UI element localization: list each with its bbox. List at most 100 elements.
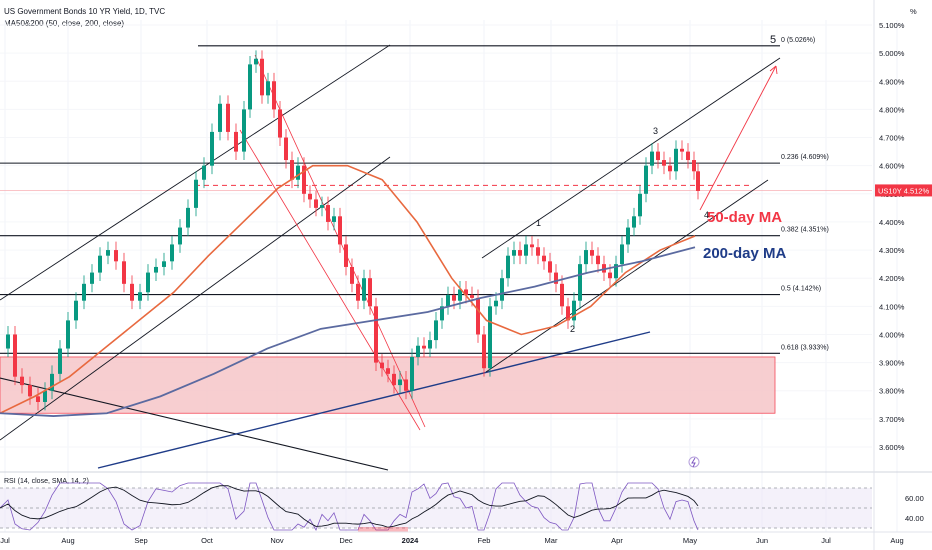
candle-body (272, 81, 276, 110)
candle-body (314, 199, 318, 208)
candle-body (674, 148, 678, 172)
ma200-label: 200-day MA (703, 245, 787, 262)
fib-label: 0.382 (4.351%) (781, 227, 829, 234)
candle-body (338, 216, 342, 245)
trend-lines (0, 44, 872, 471)
rsi-tick: 60.00 (905, 494, 924, 503)
candle-body (278, 109, 282, 138)
y-tick: 4.600% (879, 162, 905, 171)
candle-body (554, 272, 558, 284)
y-tick: 3.700% (879, 415, 905, 424)
y-tick: 4.400% (879, 218, 905, 227)
candle-body (512, 250, 516, 256)
chart-title: US Government Bonds 10 YR Yield, 1D, TVC (4, 7, 166, 16)
candle-body (440, 306, 444, 321)
up-channel-lower (485, 179, 769, 373)
candle-body (326, 205, 330, 222)
candle-body (20, 376, 24, 386)
candle-body (302, 165, 306, 194)
annotations: 50-day MA 200-day MA 1 2 3 4 5 (536, 34, 787, 468)
y-tick: 5.000% (879, 49, 905, 58)
y-tick: 3.900% (879, 359, 905, 368)
candle-body (332, 216, 336, 222)
rsi-sma-line (0, 485, 699, 528)
x-tick-aug: Aug (890, 536, 903, 545)
candle-body (572, 300, 576, 321)
up-channel-upper (481, 57, 781, 259)
candle-body (696, 171, 700, 191)
x-tick-apr: Apr (611, 536, 623, 545)
candle-body (686, 151, 690, 161)
candle-body (50, 373, 54, 391)
candle-body (506, 255, 510, 279)
candle-body (122, 261, 126, 284)
rsi-panel: RSI (14, close, SMA, 14, 2) 60.00 40.00 (0, 471, 932, 532)
candle-body (680, 148, 684, 152)
rsi-line (0, 482, 699, 531)
candle-body (644, 165, 648, 194)
grid (0, 20, 898, 532)
candle-body (210, 131, 214, 166)
candle-body (43, 390, 47, 402)
candle-body (494, 300, 498, 307)
candle-body (650, 151, 654, 166)
candle-body (248, 64, 252, 110)
support-zone-box (0, 356, 776, 414)
candle-body (632, 216, 636, 228)
down-channel-lower (239, 129, 421, 431)
projection-arrowhead (769, 65, 778, 75)
ma50-line (0, 164, 696, 414)
candle-body (452, 295, 456, 301)
long-downtrend-line (0, 377, 389, 471)
projection-arrow (699, 65, 777, 211)
long-uptrend-line (97, 331, 651, 469)
candle-body (308, 193, 312, 200)
candle-body (178, 227, 182, 245)
candle-body (114, 250, 118, 262)
candle-body (98, 255, 102, 273)
x-axis: Jul Aug Sep Oct Nov Dec 2024 Feb Mar Apr May Jun Jul… (0, 531, 932, 545)
price-badge-text: US10Y 4.512% (878, 186, 929, 195)
candle-body (548, 261, 552, 273)
candle-body (146, 272, 150, 293)
y-tick: 4.000% (879, 330, 905, 339)
candle-body (90, 272, 94, 284)
fib-label: 0.236 (4.609%) (781, 154, 829, 161)
rsi-label: RSI (14, close, SMA, 14, 2) (4, 478, 89, 485)
candle-body (362, 278, 366, 301)
candle-body (476, 297, 480, 335)
y-tick: 4.700% (879, 134, 905, 143)
candle-body (296, 165, 300, 180)
fib-label: 0.618 (3.933%) (781, 344, 829, 351)
y-tick: 3.600% (879, 443, 905, 452)
candle-body (82, 283, 86, 301)
candle-body (202, 165, 206, 180)
y-tick: 4.800% (879, 105, 905, 114)
candle-body (74, 300, 78, 321)
rsi-oversold-marker (358, 527, 408, 532)
candle-body (584, 250, 588, 265)
candle-body (260, 58, 264, 96)
axis-unit: % (910, 7, 917, 16)
y-axis: %5.100%5.000%4.900%4.800%4.700%4.600%4.5… (873, 0, 932, 550)
indicator-legend: MA50&200 (50, close, 200, close) (4, 19, 125, 28)
candle-body (380, 362, 384, 369)
wave-label-2: 2 (570, 324, 575, 334)
candle-body (488, 306, 492, 369)
candle-body (422, 345, 426, 349)
candle-body (186, 207, 190, 228)
candle-body (398, 379, 402, 386)
candle-body (374, 306, 378, 363)
candle-body (138, 292, 142, 301)
candle-body (662, 160, 666, 166)
candle-body (590, 250, 594, 256)
candle-body (638, 193, 642, 217)
lightning-icon (688, 456, 700, 468)
wave-label-5: 5 (770, 34, 776, 46)
x-tick-feb: Feb (478, 536, 491, 545)
x-tick-jul: Jul (0, 536, 10, 545)
candle-body (154, 266, 158, 273)
candle-body (482, 334, 486, 369)
candle-body (392, 373, 396, 386)
